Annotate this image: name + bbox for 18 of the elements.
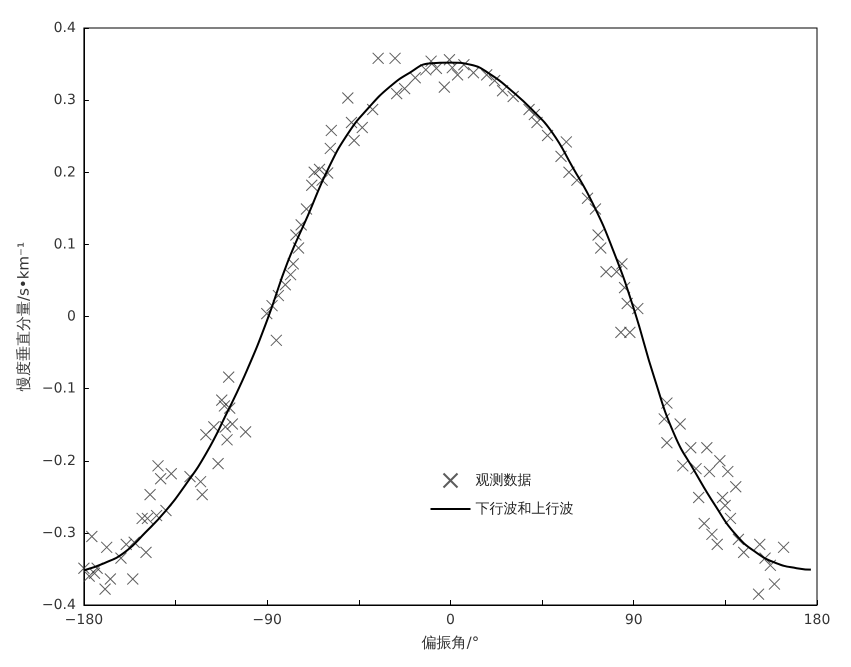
y-tick-label: 0.1: [54, 236, 76, 252]
y-tick-label: −0.4: [42, 597, 76, 613]
x-axis-title: 偏振角/°: [422, 634, 480, 652]
y-tick-label: 0.2: [54, 164, 76, 180]
y-tick-label: −0.2: [42, 452, 76, 469]
y-axis-title: 慢度垂直分量/s•km⁻¹: [14, 242, 32, 392]
x-tick-label: 0: [446, 612, 455, 628]
x-tick-label: −180: [64, 612, 104, 628]
x-tick-label: 90: [624, 612, 643, 628]
x-tick-label: −90: [252, 612, 282, 628]
y-tick-label: 0.3: [54, 92, 76, 108]
y-tick-label: 0.4: [54, 20, 76, 36]
legend-label: 下行波和上行波: [476, 501, 574, 517]
y-tick-label: −0.3: [42, 524, 76, 541]
legend-label: 观测数据: [476, 472, 532, 488]
y-tick-label: −0.1: [42, 380, 76, 397]
x-tick-label: 180: [804, 612, 830, 628]
y-tick-label: 0: [66, 308, 76, 324]
